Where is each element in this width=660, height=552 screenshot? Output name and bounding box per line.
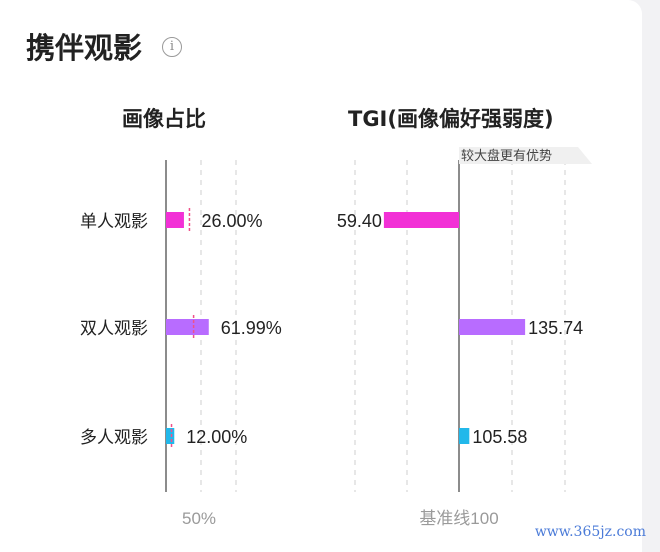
- card-title: 携伴观影: [26, 31, 143, 65]
- reference-label: 50%: [182, 509, 216, 528]
- category-label: 单人观影: [80, 212, 148, 231]
- bar: [166, 319, 209, 335]
- chart-card: 携伴观影 i 画像占比 TGI(画像偏好强弱度) 单人观影 26.00% 双人观影 6…: [0, 0, 642, 552]
- bar: [166, 212, 184, 228]
- bar: [166, 428, 175, 444]
- advantage-annotation: 较大盘更有优势: [461, 148, 552, 163]
- value-label: 105.58: [472, 427, 527, 447]
- watermark-text: www.365jz.com: [534, 524, 646, 540]
- value-label: 135.74: [528, 318, 583, 338]
- value-label: 59.40: [337, 211, 382, 231]
- bar: [459, 319, 526, 335]
- left-chart-title: 画像占比: [122, 107, 206, 131]
- bar: [383, 212, 459, 228]
- category-label: 双人观影: [80, 319, 148, 338]
- value-label: 12.00%: [186, 427, 247, 447]
- value-label: 61.99%: [221, 318, 282, 338]
- bar: [459, 428, 470, 444]
- right-chart-title: TGI(画像偏好强弱度): [348, 107, 554, 131]
- chart-svg: 单人观影 26.00% 双人观影 61.99% 多人观影 12.00% 50% 较大盘更有优势…: [80, 147, 592, 528]
- info-icon[interactable]: i: [162, 37, 182, 57]
- value-label: 26.00%: [201, 211, 262, 231]
- category-label: 多人观影: [80, 428, 148, 447]
- advantage-arrow: [459, 147, 592, 164]
- baseline-label: 基准线100: [419, 509, 498, 528]
